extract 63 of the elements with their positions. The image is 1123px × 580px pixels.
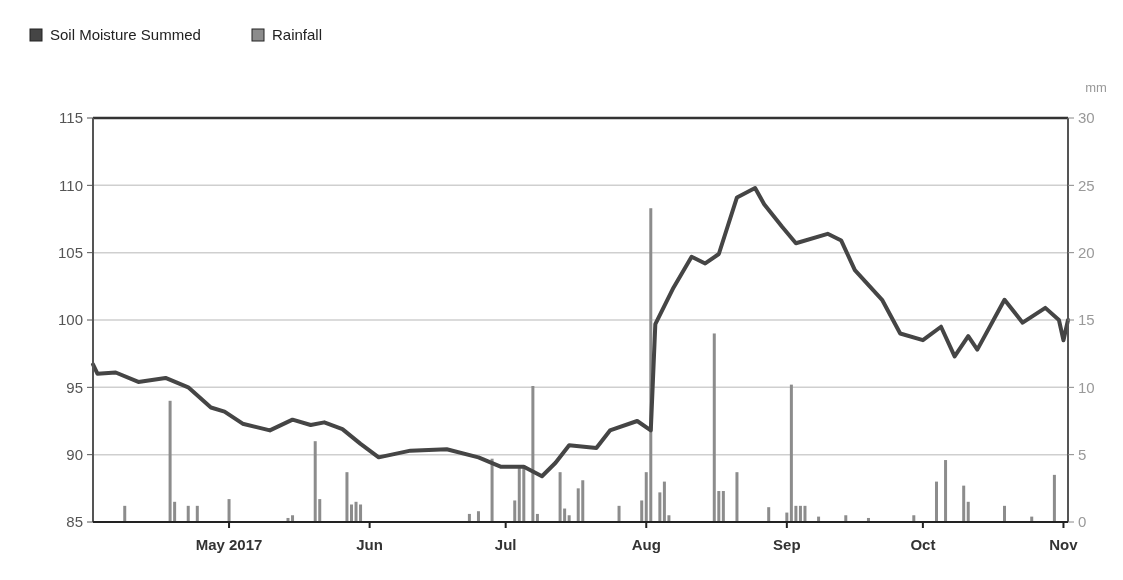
bar bbox=[313, 441, 317, 522]
y2-tick-label: 10 bbox=[1078, 378, 1095, 396]
bar bbox=[712, 333, 716, 522]
bar bbox=[513, 500, 517, 522]
y-tick-label: 95 bbox=[66, 378, 83, 396]
bar bbox=[658, 492, 662, 522]
bar bbox=[767, 507, 771, 522]
bar bbox=[345, 472, 349, 522]
bar bbox=[789, 384, 793, 522]
bar bbox=[944, 460, 948, 522]
bar bbox=[490, 458, 494, 522]
bar bbox=[962, 485, 966, 522]
bar bbox=[123, 505, 127, 522]
x-tick-label: Jul bbox=[494, 536, 517, 553]
y2-tick-label: 30 bbox=[1078, 109, 1095, 127]
y-tick-label: 110 bbox=[59, 176, 83, 194]
bar bbox=[844, 515, 848, 522]
bar bbox=[168, 400, 172, 522]
bar bbox=[186, 505, 190, 522]
bar bbox=[349, 504, 353, 522]
y2-tick-label: 0 bbox=[1078, 513, 1087, 531]
x-tick-label: Jun bbox=[356, 536, 383, 553]
bar bbox=[359, 504, 363, 522]
bar bbox=[476, 511, 480, 522]
bar bbox=[966, 501, 970, 522]
bar bbox=[1003, 505, 1007, 522]
bar bbox=[721, 491, 725, 522]
bar bbox=[662, 481, 666, 522]
bar bbox=[531, 385, 535, 522]
bar bbox=[798, 505, 802, 522]
line-series bbox=[91, 186, 1070, 479]
bar bbox=[517, 468, 521, 522]
bar bbox=[581, 480, 585, 522]
y2-axis-title: mm bbox=[1085, 80, 1107, 95]
bar bbox=[354, 501, 358, 522]
x-tick-label: Aug bbox=[631, 536, 661, 553]
bar bbox=[227, 499, 231, 522]
bar bbox=[558, 472, 562, 522]
x-tick-label: May 2017 bbox=[195, 536, 263, 553]
bar bbox=[640, 500, 644, 522]
y2-tick-label: 15 bbox=[1078, 311, 1095, 329]
legend-label: Soil Moisture Summed bbox=[50, 26, 201, 43]
x-tick-label: Sep bbox=[773, 536, 801, 553]
bar bbox=[912, 515, 916, 522]
y-tick-label: 105 bbox=[57, 243, 83, 261]
bar bbox=[567, 515, 571, 522]
y-tick-label: 100 bbox=[57, 311, 83, 329]
bar bbox=[735, 472, 739, 522]
y2-tick-label: 20 bbox=[1078, 243, 1095, 261]
bar bbox=[617, 505, 621, 522]
y-tick-label: 85 bbox=[66, 513, 83, 531]
y-tick-label: 115 bbox=[59, 109, 83, 127]
bar bbox=[195, 505, 199, 522]
y2-tick-label: 5 bbox=[1078, 445, 1087, 463]
x-tick-label: Nov bbox=[1049, 536, 1079, 553]
bar bbox=[803, 505, 807, 522]
x-tick-label: Oct bbox=[910, 536, 936, 553]
bar bbox=[291, 515, 295, 522]
legend-label: Rainfall bbox=[272, 26, 323, 43]
y-tick-label: 90 bbox=[66, 445, 83, 463]
y2-tick-label: 25 bbox=[1078, 176, 1095, 194]
bar bbox=[1052, 474, 1056, 522]
bar bbox=[934, 481, 938, 522]
